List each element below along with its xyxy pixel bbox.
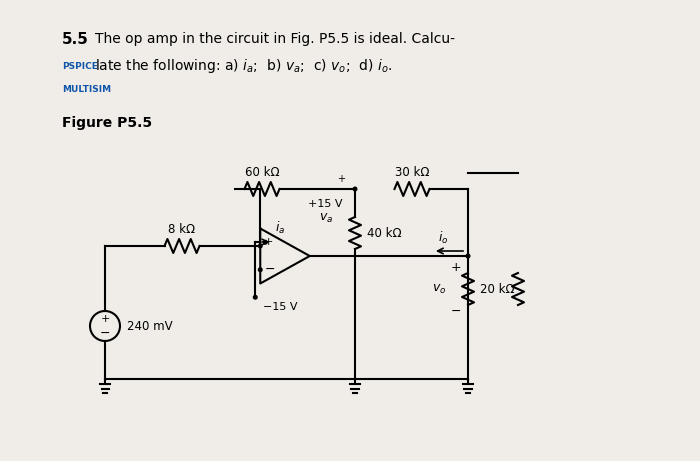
- Text: +: +: [100, 313, 110, 324]
- Text: −: −: [451, 305, 461, 318]
- Text: +: +: [337, 174, 345, 184]
- Text: 8 kΩ: 8 kΩ: [169, 223, 195, 236]
- Text: +15 V: +15 V: [309, 199, 343, 209]
- Text: 40 kΩ: 40 kΩ: [367, 226, 402, 240]
- Text: −: −: [265, 263, 274, 276]
- Circle shape: [263, 241, 267, 244]
- Text: 30 kΩ: 30 kΩ: [395, 166, 429, 179]
- Circle shape: [253, 296, 257, 299]
- Text: $i_o$: $i_o$: [438, 230, 448, 246]
- Text: 60 kΩ: 60 kΩ: [245, 166, 279, 179]
- Text: +: +: [265, 237, 274, 247]
- Text: late the following: a) $i_a$;  b) $v_a$;  c) $v_o$;  d) $i_o$.: late the following: a) $i_a$; b) $v_a$; …: [95, 57, 392, 75]
- Text: −: −: [99, 327, 111, 340]
- Circle shape: [354, 187, 357, 191]
- Text: 20 kΩ: 20 kΩ: [480, 283, 514, 296]
- Circle shape: [258, 268, 262, 272]
- Text: PSPICE: PSPICE: [62, 61, 98, 71]
- Text: MULTISIM: MULTISIM: [62, 84, 111, 94]
- Circle shape: [258, 244, 262, 248]
- Text: The op amp in the circuit in Fig. P5.5 is ideal. Calcu-: The op amp in the circuit in Fig. P5.5 i…: [95, 32, 455, 46]
- Text: −15 V: −15 V: [263, 302, 298, 312]
- Text: $v_a$: $v_a$: [318, 212, 333, 225]
- Text: Figure P5.5: Figure P5.5: [62, 116, 152, 130]
- Text: 240 mV: 240 mV: [127, 319, 173, 332]
- Circle shape: [466, 254, 470, 258]
- Text: +: +: [451, 260, 461, 273]
- Text: 5.5: 5.5: [62, 31, 89, 47]
- Text: $i_a$: $i_a$: [275, 220, 286, 236]
- Text: $v_o$: $v_o$: [432, 283, 446, 296]
